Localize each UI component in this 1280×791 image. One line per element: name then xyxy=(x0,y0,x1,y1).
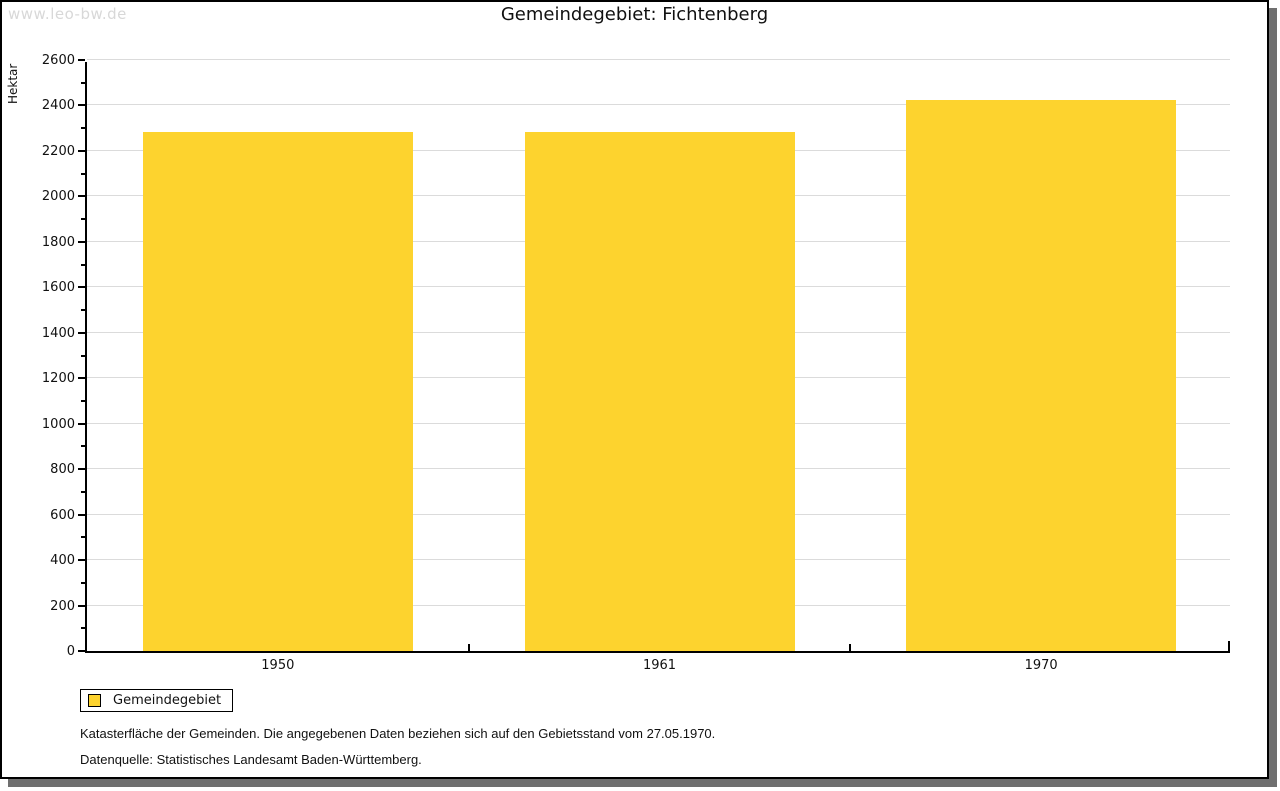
x-tick-label-1950: 1950 xyxy=(261,658,295,673)
y-axis-title: Hektar xyxy=(6,63,20,104)
y-tick-600 xyxy=(78,513,85,516)
bar-1961 xyxy=(524,131,795,651)
y-tick-label-1600: 1600 xyxy=(41,280,75,296)
x-tick-label-1970: 1970 xyxy=(1024,658,1058,673)
y-tick-label-1000: 1000 xyxy=(41,416,75,432)
y-tick-label-2400: 2400 xyxy=(41,98,75,114)
y-tick-2500 xyxy=(81,81,85,84)
y-tick-800 xyxy=(78,468,85,471)
y-tick-label-400: 400 xyxy=(50,553,75,569)
y-tick-1000 xyxy=(78,422,85,425)
y-tick-label-600: 600 xyxy=(50,507,75,523)
chart-title: Gemeindegebiet: Fichtenberg xyxy=(500,4,769,25)
watermark-text: www.leo-bw.de xyxy=(8,5,127,23)
y-tick-2100 xyxy=(81,172,85,175)
y-tick-700 xyxy=(81,490,85,493)
y-tick-label-1800: 1800 xyxy=(41,234,75,250)
x-axis-end-tick xyxy=(1228,641,1230,651)
y-tick-1600 xyxy=(78,286,85,289)
y-tick-2200 xyxy=(78,149,85,152)
y-tick-1800 xyxy=(78,240,85,243)
y-tick-2300 xyxy=(81,127,85,130)
y-tick-100 xyxy=(81,627,85,630)
gridline-2400 xyxy=(87,104,1230,106)
y-tick-900 xyxy=(81,445,85,448)
y-tick-300 xyxy=(81,581,85,584)
y-tick-200 xyxy=(78,604,85,607)
gridline-2600 xyxy=(87,59,1230,60)
y-tick-1500 xyxy=(81,309,85,312)
chart-image-frame: www.leo-bw.de Gemeindegebiet: Fichtenber… xyxy=(0,0,1269,779)
y-tick-1400 xyxy=(78,331,85,334)
y-tick-label-200: 200 xyxy=(50,598,75,614)
y-tick-label-2000: 2000 xyxy=(41,189,75,205)
bar-1950 xyxy=(142,131,413,651)
y-tick-2600 xyxy=(78,59,85,61)
y-tick-label-1400: 1400 xyxy=(41,325,75,341)
y-tick-label-0: 0 xyxy=(66,644,75,659)
y-tick-1200 xyxy=(78,377,85,380)
legend-label: Gemeindegebiet xyxy=(113,693,222,708)
y-tick-1700 xyxy=(81,263,85,266)
legend-box: Gemeindegebiet xyxy=(80,689,233,712)
y-tick-1300 xyxy=(81,354,85,357)
y-tick-2000 xyxy=(78,195,85,198)
y-tick-400 xyxy=(78,559,85,562)
y-tick-500 xyxy=(81,536,85,539)
x-boundary-tick-1 xyxy=(467,644,470,651)
bar-1970 xyxy=(906,99,1177,651)
y-tick-1100 xyxy=(81,399,85,402)
x-boundary-tick-2 xyxy=(849,644,852,651)
footnote-description: Katasterfläche der Gemeinden. Die angege… xyxy=(80,726,716,741)
y-tick-label-2600: 2600 xyxy=(41,53,75,68)
y-tick-label-800: 800 xyxy=(50,462,75,478)
legend-swatch-gemeindegebiet xyxy=(88,694,101,707)
y-tick-0 xyxy=(78,650,85,652)
y-tick-2400 xyxy=(78,104,85,107)
x-tick-label-1961: 1961 xyxy=(642,658,677,673)
y-tick-1900 xyxy=(81,218,85,221)
footnote-datasource: Datenquelle: Statistisches Landesamt Bad… xyxy=(80,752,422,767)
y-tick-label-2200: 2200 xyxy=(41,143,75,159)
y-tick-label-1200: 1200 xyxy=(41,371,75,387)
plot-area: 0 200 400 600 800 1000 1200 1400 1600 1800 2000 220… xyxy=(42,53,1230,673)
